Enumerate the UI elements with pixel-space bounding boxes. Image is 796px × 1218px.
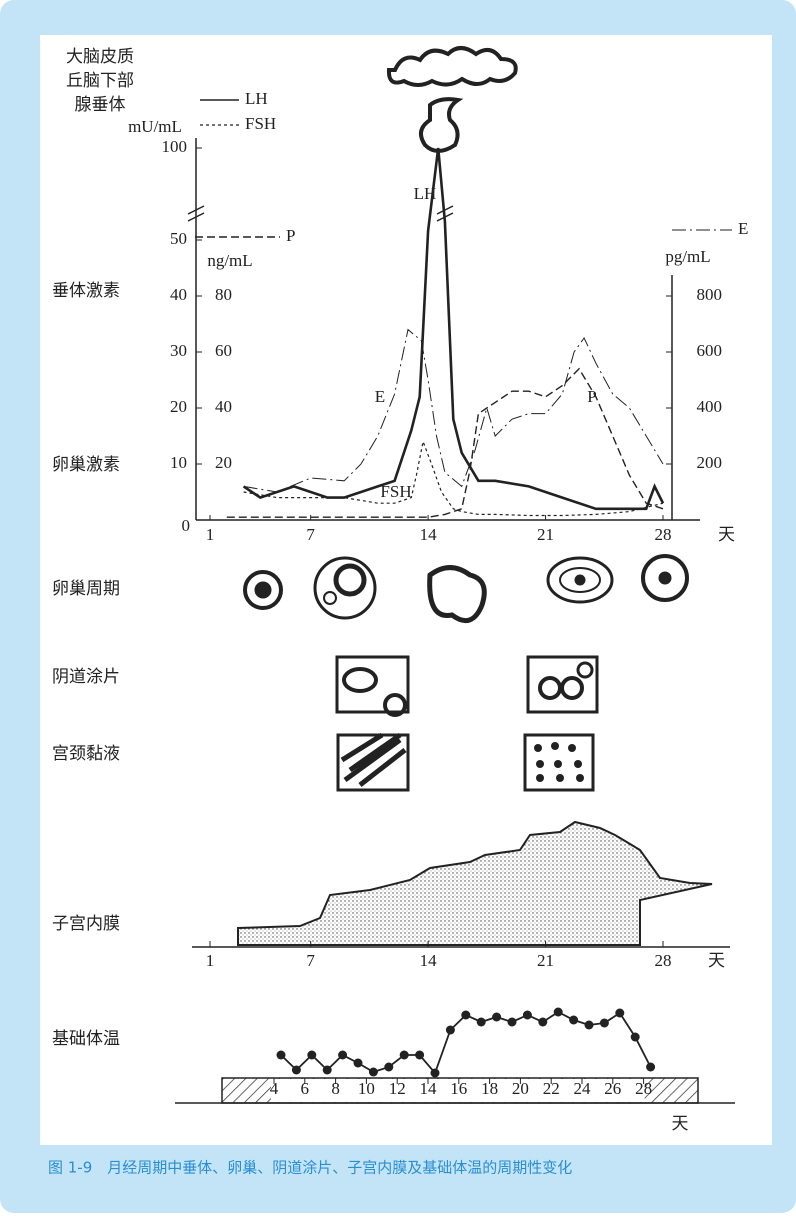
legend-label: FSH [245, 114, 276, 133]
stage-label: 基础体温 [52, 1029, 120, 1048]
x-tick-label: 12 [389, 1079, 406, 1098]
bbt-point [461, 1011, 470, 1020]
x-tick-label: 24 [574, 1079, 592, 1098]
bbt-point [446, 1026, 455, 1035]
y-tick-label: 50 [170, 229, 187, 248]
stage-label: 子宫内膜 [52, 914, 120, 933]
x-tick-label: 28 [635, 1079, 652, 1098]
bbt-point [600, 1019, 609, 1028]
x-tick-label: 20 [512, 1079, 529, 1098]
x-unit: 天 [672, 1114, 689, 1133]
curve-label: P [587, 387, 596, 406]
side-label: 卵巢激素 [52, 455, 120, 474]
y-tick-label: 20 [170, 397, 187, 416]
header-label: 大脑皮质 [66, 47, 134, 66]
x-tick-label: 16 [450, 1079, 467, 1098]
stage-label: 宫颈黏液 [52, 744, 120, 763]
y-tick-label: 400 [697, 397, 723, 416]
x-tick-label: 14 [420, 525, 438, 544]
bbt-point [523, 1011, 532, 1020]
bbt-point [369, 1068, 378, 1077]
y-unit: mU/mL [128, 117, 182, 136]
y-unit: pg/mL [665, 247, 710, 266]
bbt-point [477, 1018, 486, 1027]
y-unit: ng/mL [207, 251, 252, 270]
bbt-point [307, 1051, 316, 1060]
bbt-point [400, 1051, 409, 1060]
y-tick-label: 40 [215, 397, 232, 416]
y-tick-label: 60 [215, 341, 232, 360]
bbt-point [554, 1008, 563, 1017]
bbt-point [277, 1051, 286, 1060]
x-tick-label: 21 [537, 951, 554, 970]
x-tick-label: 28 [655, 951, 672, 970]
bbt-point [631, 1033, 640, 1042]
bbt-point [354, 1059, 363, 1068]
bbt-point [431, 1069, 440, 1078]
legend-label: E [738, 219, 748, 238]
x-tick-label: 1 [206, 525, 215, 544]
x-tick-label: 21 [537, 525, 554, 544]
header-label: 腺垂体 [75, 95, 126, 114]
x-unit: 天 [718, 525, 735, 544]
y-tick-label: 800 [697, 285, 723, 304]
bbt-point [538, 1018, 547, 1027]
bbt-point [569, 1016, 578, 1025]
bbt-point [646, 1063, 655, 1072]
y-tick-label: 0 [182, 516, 191, 535]
bbt-point [338, 1051, 347, 1060]
figure: 图 1-9 月经周期中垂体、卵巢、阴道涂片、子宫内膜及基础体温的周期性变化 大脑… [0, 0, 796, 1213]
x-tick-label: 10 [358, 1079, 375, 1098]
y-tick-label: 600 [697, 341, 723, 360]
curve-label: E [375, 387, 385, 406]
page: {"header_labels":["大脑皮质","丘脑下部","腺垂体"], … [0, 0, 796, 1213]
y-tick-label: 200 [697, 453, 723, 472]
x-tick-label: 26 [604, 1079, 621, 1098]
bbt-point [323, 1066, 332, 1075]
x-tick-label: 6 [301, 1079, 310, 1098]
x-tick-label: 8 [331, 1079, 340, 1098]
x-tick-label: 14 [420, 1079, 438, 1098]
x-tick-label: 14 [420, 951, 438, 970]
legend-label: P [286, 226, 295, 245]
bbt-point [492, 1013, 501, 1022]
bbt-point [508, 1018, 517, 1027]
legend-label: LH [245, 89, 268, 108]
side-label: 垂体激素 [52, 281, 120, 300]
bbt-point [585, 1021, 594, 1030]
caption: 图 1-9 月经周期中垂体、卵巢、阴道涂片、子宫内膜及基础体温的周期性变化 [48, 1159, 572, 1177]
y-tick-label: 30 [170, 341, 187, 360]
y-tick-label: 10 [170, 453, 187, 472]
header-label: 丘脑下部 [66, 71, 134, 90]
bbt-point [384, 1063, 393, 1072]
y-tick-label: 20 [215, 453, 232, 472]
x-unit: 天 [708, 951, 725, 970]
stage-label: 卵巢周期 [52, 579, 120, 598]
x-tick-label: 18 [481, 1079, 498, 1098]
panel [40, 35, 772, 1145]
x-tick-label: 28 [655, 525, 672, 544]
x-tick-label: 4 [270, 1079, 279, 1098]
curve-label: FSH [380, 482, 411, 501]
x-tick-label: 7 [306, 951, 315, 970]
y-tick-label: 100 [162, 137, 188, 156]
bbt-point [292, 1066, 301, 1075]
bbt-point [615, 1009, 624, 1018]
x-tick-label: 1 [206, 951, 215, 970]
curve-label: LH [414, 184, 437, 203]
bbt-point [415, 1051, 424, 1060]
x-tick-label: 7 [306, 525, 315, 544]
stage-label: 阴道涂片 [52, 667, 120, 686]
y-tick-label: 80 [215, 285, 232, 304]
x-tick-label: 22 [543, 1079, 560, 1098]
y-tick-label: 40 [170, 285, 187, 304]
